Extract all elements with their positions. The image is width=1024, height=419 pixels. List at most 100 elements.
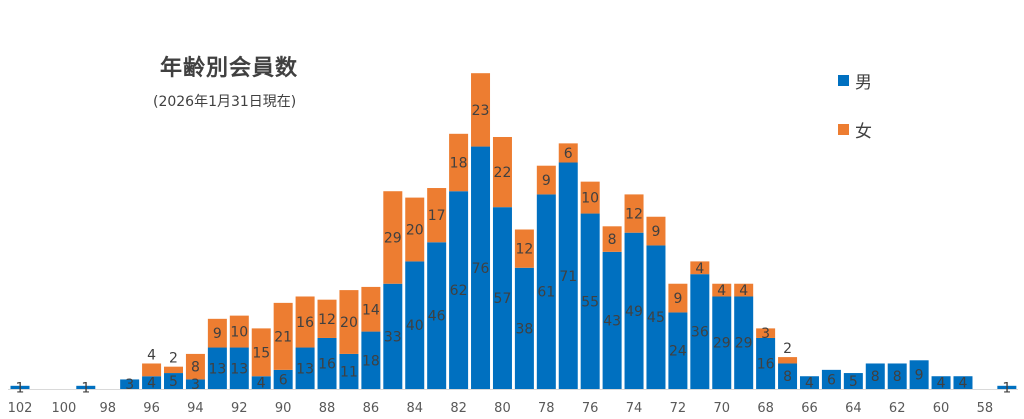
data-label-female-86: 14 <box>362 302 380 318</box>
data-label-male-74: 49 <box>625 304 643 320</box>
bar-male-67 <box>778 363 798 389</box>
x-tick-label-90: 90 <box>275 401 292 416</box>
data-label-male-71: 36 <box>691 325 709 341</box>
x-tick-label-88: 88 <box>319 401 336 416</box>
bar-male-70 <box>712 296 732 389</box>
bar-female-74 <box>624 194 644 233</box>
data-label-male-92: 13 <box>230 361 248 377</box>
x-tick-label-82: 82 <box>450 401 467 416</box>
bar-male-89 <box>295 347 315 389</box>
bar-male-60 <box>931 376 951 389</box>
data-label-male-77: 71 <box>559 269 577 285</box>
data-label-female-90: 21 <box>274 329 292 345</box>
bar-female-67 <box>778 357 798 364</box>
bar-male-66 <box>799 376 819 389</box>
data-label-female-91: 15 <box>252 345 270 361</box>
data-label-male-67: 8 <box>783 369 792 385</box>
x-tick-label-72: 72 <box>670 401 687 416</box>
bar-male-74 <box>624 232 644 389</box>
bar-female-68 <box>756 328 776 338</box>
bar-male-88 <box>317 337 337 389</box>
bar-male-102 <box>10 385 30 389</box>
data-label-male-66: 4 <box>805 376 814 392</box>
data-label-female-71: 4 <box>695 261 704 277</box>
data-label-female-85: 29 <box>384 230 402 246</box>
legend-swatch-male <box>838 75 849 86</box>
x-tick-label-92: 92 <box>231 401 248 416</box>
bar-male-83 <box>427 242 447 389</box>
data-label-female-82: 18 <box>450 156 468 172</box>
bar-male-84 <box>405 261 425 389</box>
data-label-female-70: 4 <box>717 283 726 299</box>
x-tick-label-84: 84 <box>406 401 423 416</box>
x-tick-label-62: 62 <box>889 401 906 416</box>
bar-male-82 <box>449 191 469 389</box>
data-label-female-83: 17 <box>428 208 446 224</box>
x-tick-label-96: 96 <box>143 401 160 416</box>
bar-female-69 <box>734 283 754 297</box>
data-label-female-72: 9 <box>673 291 682 307</box>
bar-female-86 <box>361 286 381 332</box>
data-label-female-75: 8 <box>608 232 617 248</box>
data-label-male-82: 62 <box>450 283 468 299</box>
bar-female-73 <box>646 216 666 246</box>
bar-female-89 <box>295 296 315 348</box>
data-label-male-75: 43 <box>603 313 621 329</box>
bar-female-72 <box>668 283 688 313</box>
x-tick-label-70: 70 <box>713 401 730 416</box>
data-label-male-64: 5 <box>849 374 858 390</box>
x-tick-label-64: 64 <box>845 401 862 416</box>
data-label-female-95: 2 <box>169 351 178 367</box>
bar-female-80 <box>492 136 512 208</box>
data-label-female-76: 10 <box>581 191 599 207</box>
bar-female-70 <box>712 283 732 297</box>
bar-male-96 <box>142 376 162 389</box>
data-label-female-81: 23 <box>472 103 490 119</box>
data-label-male-85: 33 <box>384 329 402 345</box>
bar-female-82 <box>449 133 469 192</box>
data-label-male-62: 8 <box>893 369 902 385</box>
data-label-female-77: 6 <box>564 146 573 162</box>
data-label-female-78: 9 <box>542 173 551 189</box>
bar-male-86 <box>361 331 381 389</box>
bar-male-79 <box>514 267 534 389</box>
bar-female-92 <box>229 315 249 348</box>
bar-female-84 <box>405 197 425 262</box>
x-tick-label-78: 78 <box>538 401 555 416</box>
x-tick-label-68: 68 <box>757 401 774 416</box>
bar-male-90 <box>273 369 293 389</box>
bar-male-68 <box>756 337 776 389</box>
data-label-female-67: 2 <box>783 341 792 357</box>
x-tick-label-98: 98 <box>99 401 116 416</box>
bar-female-91 <box>251 328 271 377</box>
legend-label-female: 女 <box>855 122 872 142</box>
bar-male-97 <box>120 379 140 389</box>
bar-female-79 <box>514 229 534 268</box>
data-label-female-93: 9 <box>213 326 222 342</box>
x-tick-label-76: 76 <box>582 401 599 416</box>
bar-male-72 <box>668 312 688 389</box>
legend-item-male: 男 <box>838 68 872 93</box>
legend-item-female: 女 <box>838 117 872 142</box>
x-tick-label-80: 80 <box>494 401 511 416</box>
bar-male-92 <box>229 347 249 389</box>
bar-male-65 <box>821 369 841 389</box>
bar-male-61 <box>909 360 929 389</box>
bar-male-64 <box>843 373 863 389</box>
data-label-female-73: 9 <box>652 224 661 240</box>
data-label-male-89: 13 <box>296 361 314 377</box>
bar-male-59 <box>953 376 973 389</box>
data-label-male-91: 4 <box>257 376 266 392</box>
data-label-female-80: 22 <box>494 165 512 181</box>
data-label-male-63: 8 <box>871 369 880 385</box>
data-label-female-89: 16 <box>296 315 314 331</box>
bar-male-99 <box>76 385 96 389</box>
data-label-male-60: 4 <box>937 376 946 392</box>
bar-male-76 <box>580 213 600 389</box>
bar-female-94 <box>185 353 205 380</box>
bar-female-87 <box>339 290 359 354</box>
bar-female-93 <box>207 318 227 348</box>
bar-male-94 <box>185 379 205 389</box>
data-label-male-72: 24 <box>669 344 687 360</box>
